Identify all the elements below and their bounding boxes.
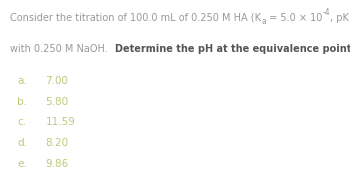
Text: with 0.250 M NaOH.: with 0.250 M NaOH. — [10, 44, 114, 54]
Text: -4: -4 — [323, 8, 330, 17]
Text: Consider the titration of 100.0 mL of 0.250 M HA (K: Consider the titration of 100.0 mL of 0.… — [10, 13, 261, 23]
Text: a.: a. — [18, 76, 27, 86]
Text: 11.59: 11.59 — [46, 117, 75, 127]
Text: Determine the pH at the equivalence point.: Determine the pH at the equivalence poin… — [114, 44, 350, 54]
Text: 7.00: 7.00 — [46, 76, 69, 86]
Text: a: a — [261, 17, 266, 26]
Text: b.: b. — [18, 97, 28, 107]
Text: a: a — [349, 17, 350, 26]
Text: e.: e. — [18, 159, 27, 169]
Text: = 5.0 × 10: = 5.0 × 10 — [266, 13, 323, 23]
Text: d.: d. — [18, 138, 28, 148]
Text: , pK: , pK — [330, 13, 349, 23]
Text: c.: c. — [18, 117, 27, 127]
Text: 9.86: 9.86 — [46, 159, 69, 169]
Text: 8.20: 8.20 — [46, 138, 69, 148]
Text: 5.80: 5.80 — [46, 97, 69, 107]
